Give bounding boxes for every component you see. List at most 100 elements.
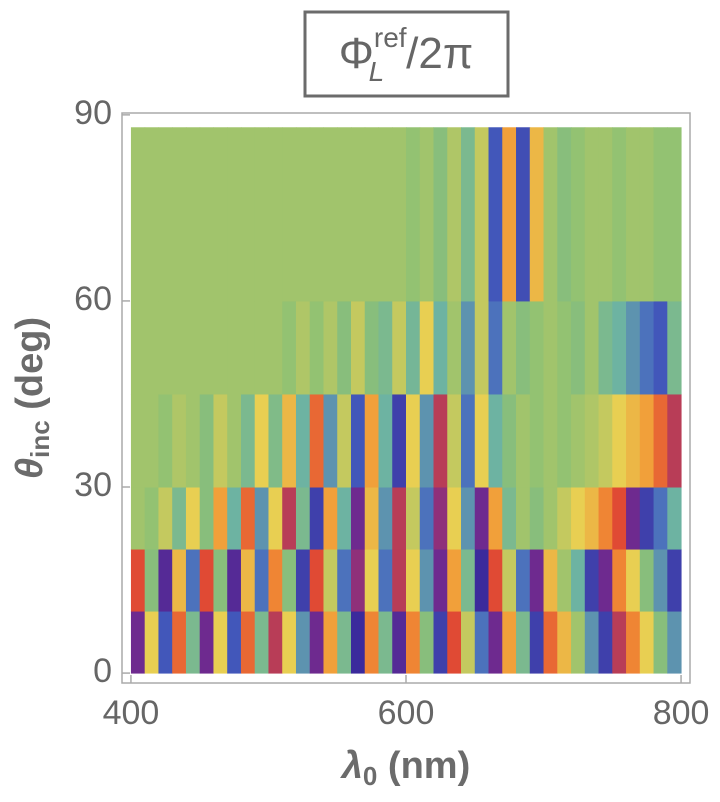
heatmap-cell xyxy=(653,393,668,488)
x-label-symbol: λ xyxy=(340,745,363,787)
heatmap-cell xyxy=(337,127,352,302)
heatmap-cell xyxy=(130,127,146,302)
heatmap-cell xyxy=(185,393,201,488)
heatmap-cell xyxy=(653,300,668,395)
heatmap-cell xyxy=(158,487,173,550)
heatmap-cell xyxy=(653,127,668,302)
heatmap-cell xyxy=(350,487,366,550)
heatmap-cell xyxy=(144,487,159,550)
heatmap-cell xyxy=(612,127,627,302)
heatmap-cell xyxy=(337,300,352,395)
heatmap-cell xyxy=(653,549,668,612)
heatmap-cell xyxy=(227,393,242,488)
heatmap-cell xyxy=(130,549,146,612)
heatmap-cell xyxy=(529,611,545,674)
heatmap-cell xyxy=(295,127,311,302)
heatmap-cell xyxy=(350,393,366,488)
heatmap xyxy=(130,127,682,674)
heatmap-cell xyxy=(461,300,476,395)
heatmap-cell xyxy=(254,127,269,302)
heatmap-cell xyxy=(282,611,297,674)
heatmap-cell xyxy=(557,127,572,302)
heatmap-cell xyxy=(406,549,421,612)
heatmap-cell xyxy=(447,487,462,550)
heatmap-cell xyxy=(612,487,627,550)
heatmap-cell xyxy=(323,549,338,612)
heatmap-cell xyxy=(337,487,352,550)
heatmap-cell xyxy=(378,487,393,550)
heatmap-cell xyxy=(185,127,201,302)
heatmap-cell xyxy=(172,487,187,550)
heatmap-cell xyxy=(282,127,297,302)
heatmap-cell xyxy=(309,393,324,488)
heatmap-cell xyxy=(295,393,311,488)
heatmap-cell xyxy=(185,487,201,550)
y-label-symbol: θ xyxy=(9,458,51,479)
heatmap-cell xyxy=(433,127,448,302)
heatmap-cell xyxy=(516,549,531,612)
heatmap-cell xyxy=(433,487,448,550)
heatmap-cell xyxy=(254,611,269,674)
heatmap-cell xyxy=(461,487,476,550)
heatmap-cell xyxy=(598,127,613,302)
heatmap-cell xyxy=(295,300,311,395)
heatmap-cell xyxy=(571,487,586,550)
heatmap-cell xyxy=(144,393,159,488)
heatmap-cell xyxy=(419,393,435,488)
heatmap-cell xyxy=(337,611,352,674)
heatmap-cell xyxy=(227,611,242,674)
heatmap-cell xyxy=(213,487,228,550)
chart-title: Φref L/2π xyxy=(339,22,473,87)
heatmap-cell xyxy=(598,487,613,550)
heatmap-cell xyxy=(626,549,641,612)
title-sup: ref xyxy=(374,22,407,53)
heatmap-cell xyxy=(584,300,600,395)
heatmap-cell xyxy=(433,611,448,674)
heatmap-cell xyxy=(268,549,283,612)
heatmap-cell xyxy=(557,300,572,395)
heatmap-cell xyxy=(571,127,586,302)
heatmap-cell xyxy=(364,549,379,612)
heatmap-cell xyxy=(350,127,366,302)
heatmap-cell xyxy=(378,549,393,612)
heatmap-cell xyxy=(488,487,503,550)
heatmap-cell xyxy=(653,487,668,550)
heatmap-cell xyxy=(667,393,682,488)
heatmap-cell xyxy=(227,549,242,612)
heatmap-cell xyxy=(626,127,641,302)
heatmap-cell xyxy=(268,487,283,550)
heatmap-cell xyxy=(667,300,682,395)
heatmap-cell xyxy=(268,127,283,302)
heatmap-cell xyxy=(598,611,613,674)
heatmap-cell xyxy=(392,127,407,302)
heatmap-cell xyxy=(158,300,173,395)
heatmap-cell xyxy=(240,611,256,674)
title-sub: L xyxy=(369,56,385,87)
heatmap-cell xyxy=(447,300,462,395)
heatmap-cell xyxy=(364,393,379,488)
x-tick-label: 400 xyxy=(103,694,160,732)
heatmap-cell xyxy=(199,300,214,395)
heatmap-cell xyxy=(350,611,366,674)
heatmap-cell xyxy=(612,300,627,395)
heatmap-cell xyxy=(309,127,324,302)
heatmap-cell xyxy=(392,487,407,550)
heatmap-cell xyxy=(199,549,214,612)
heatmap-cell xyxy=(516,393,531,488)
y-tick-label: 60 xyxy=(74,280,112,318)
heatmap-cell xyxy=(185,300,201,395)
heatmap-cell xyxy=(667,611,682,674)
heatmap-cell xyxy=(130,393,146,488)
heatmap-cell xyxy=(227,127,242,302)
heatmap-cell xyxy=(364,611,379,674)
heatmap-cell xyxy=(240,393,256,488)
heatmap-cell xyxy=(433,300,448,395)
heatmap-cell xyxy=(323,393,338,488)
heatmap-cell xyxy=(172,549,187,612)
heatmap-cell xyxy=(516,611,531,674)
heatmap-cell xyxy=(584,127,600,302)
heatmap-cell xyxy=(543,300,558,395)
heatmap-cell xyxy=(598,393,613,488)
heatmap-cell xyxy=(350,549,366,612)
heatmap-cell xyxy=(626,611,641,674)
